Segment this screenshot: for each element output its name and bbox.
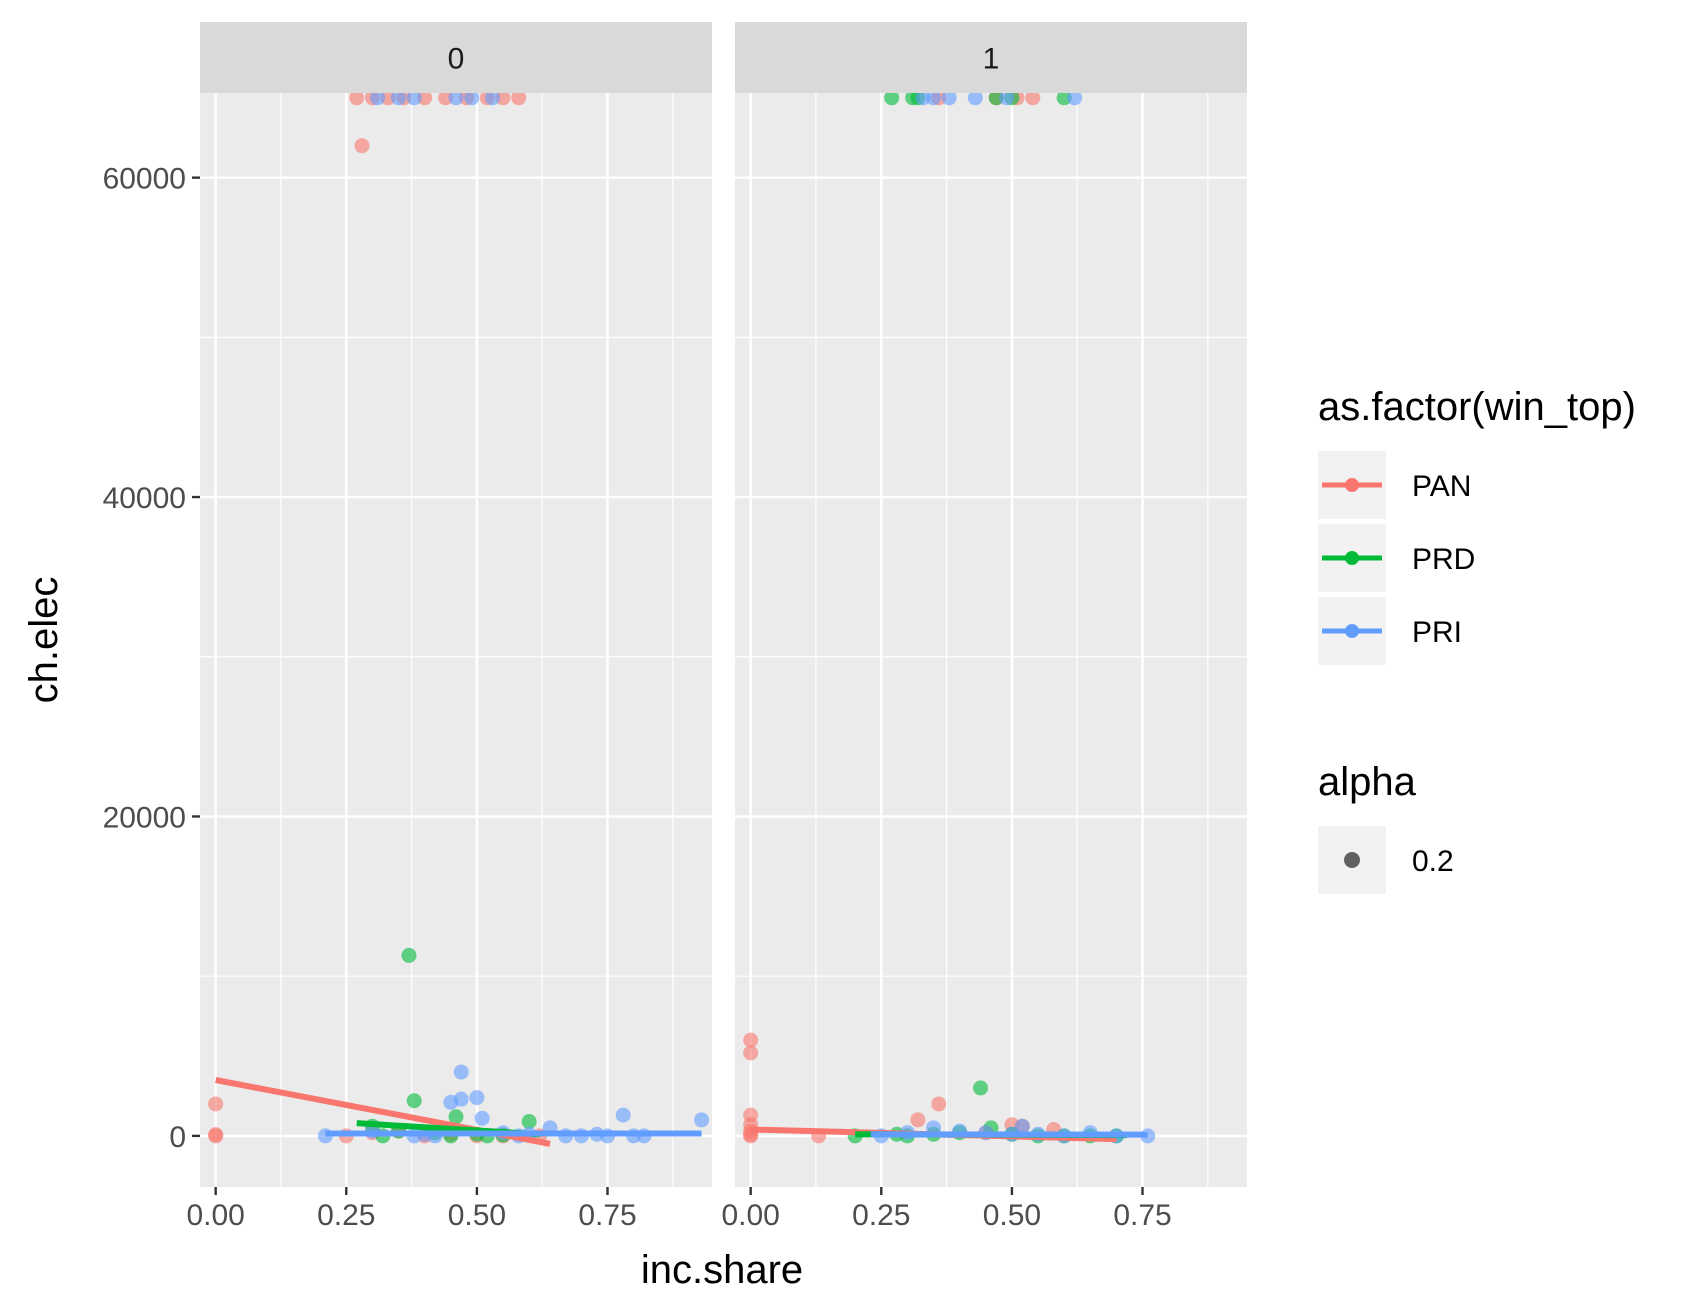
panel-0: 0 xyxy=(200,22,712,1187)
legend-key-point xyxy=(1345,551,1359,565)
point-prd xyxy=(401,948,416,963)
x-tick-label: 0.00 xyxy=(186,1199,244,1232)
y-tick-label: 40000 xyxy=(103,482,186,515)
legend-alpha-title: alpha xyxy=(1318,760,1417,804)
y-tick-label: 20000 xyxy=(103,801,186,834)
legend-color-title: as.factor(win_top) xyxy=(1318,385,1636,429)
facet-strip-label: 1 xyxy=(983,43,1000,76)
point-pri xyxy=(469,1090,484,1105)
point-prd xyxy=(973,1080,988,1095)
legend-label: 0.2 xyxy=(1412,845,1454,878)
legend-label: PRI xyxy=(1412,616,1462,649)
point-pri xyxy=(616,1108,631,1123)
legend-label: PAN xyxy=(1412,470,1471,503)
x-tick-label: 0.25 xyxy=(852,1199,910,1232)
point-pan xyxy=(931,1096,946,1111)
point-pri xyxy=(454,1092,469,1107)
x-axis-title: inc.share xyxy=(641,1248,803,1292)
x-tick-label: 0.00 xyxy=(721,1199,779,1232)
point-pan xyxy=(208,1127,223,1142)
point-pan xyxy=(910,1112,925,1127)
point-pan xyxy=(354,138,369,153)
point-pri xyxy=(694,1112,709,1127)
legend-key-point xyxy=(1345,478,1359,492)
point-pan xyxy=(743,1045,758,1060)
x-tick-label: 0.50 xyxy=(448,1199,506,1232)
x-tick-label: 0.25 xyxy=(317,1199,375,1232)
y-axis-title: ch.elec xyxy=(22,577,66,704)
point-prd xyxy=(522,1114,537,1129)
y-tick-label: 0 xyxy=(169,1121,186,1154)
legend-key-point xyxy=(1345,624,1359,638)
legend-key-point xyxy=(1344,852,1360,868)
point-pri xyxy=(475,1111,490,1126)
point-prd xyxy=(407,1093,422,1108)
panel-background xyxy=(735,93,1247,1187)
x-tick-label: 0.50 xyxy=(983,1199,1041,1232)
facet-strip-label: 0 xyxy=(448,43,465,76)
x-tick-label: 0.75 xyxy=(1113,1199,1171,1232)
point-pan xyxy=(208,1096,223,1111)
y-tick-label: 60000 xyxy=(103,163,186,196)
x-tick-label: 0.75 xyxy=(578,1199,636,1232)
panel-1: 1 xyxy=(735,22,1247,1187)
point-pan xyxy=(743,1033,758,1048)
panel-background xyxy=(200,93,712,1187)
legend-label: PRD xyxy=(1412,543,1475,576)
point-pri xyxy=(454,1065,469,1080)
